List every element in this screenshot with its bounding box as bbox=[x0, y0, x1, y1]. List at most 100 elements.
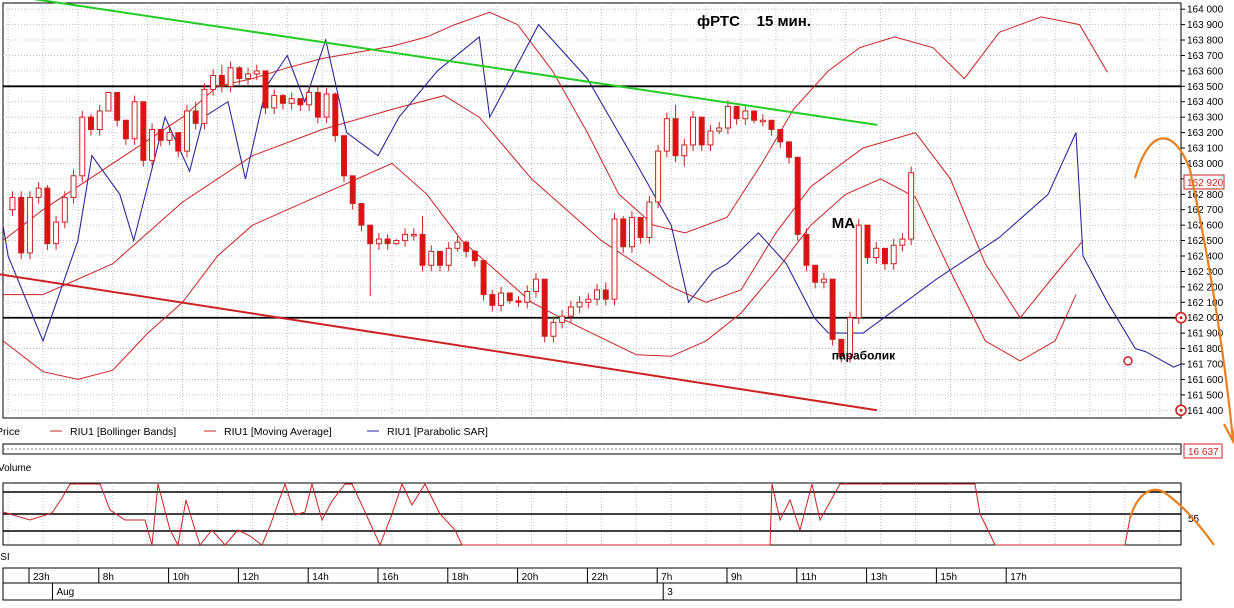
date-label: 3 bbox=[667, 587, 673, 598]
price-tick-label: 163 500 bbox=[1187, 82, 1224, 93]
candle bbox=[297, 98, 304, 111]
bollinger-upper-band bbox=[2, 11, 1108, 241]
candle bbox=[201, 83, 208, 130]
candle bbox=[9, 191, 16, 216]
candle bbox=[419, 215, 426, 272]
time-tick-label: 10h bbox=[173, 572, 190, 583]
candle bbox=[672, 104, 679, 162]
candle bbox=[803, 228, 810, 272]
candle bbox=[559, 310, 566, 329]
sar-marker bbox=[1123, 356, 1133, 366]
time-tick-label: 9h bbox=[731, 572, 742, 583]
candle bbox=[236, 66, 243, 85]
candle bbox=[864, 224, 871, 264]
legend-entry: RIU1 [Moving Average] bbox=[224, 426, 332, 438]
parabolic-annotation: параболик bbox=[832, 348, 896, 362]
candle bbox=[899, 232, 906, 252]
candle bbox=[690, 110, 697, 152]
candle bbox=[890, 239, 897, 270]
candle bbox=[279, 94, 286, 110]
chart-title: фРТС 15 мин. bbox=[697, 13, 811, 30]
candle bbox=[183, 104, 190, 158]
price-tick-label: 163 900 bbox=[1187, 20, 1224, 31]
price-tick-label: 162 400 bbox=[1187, 252, 1224, 263]
candle bbox=[149, 123, 156, 167]
forecast-arrow-rsi bbox=[1128, 488, 1215, 546]
rsi-label: RSI bbox=[0, 552, 10, 563]
resistance-trend-line bbox=[33, 0, 878, 126]
price-tick-label: 162 000 bbox=[1187, 313, 1224, 324]
time-tick-label: 14h bbox=[312, 572, 329, 583]
candle bbox=[454, 235, 461, 252]
price-tick-label: 163 000 bbox=[1187, 159, 1224, 170]
candle bbox=[44, 185, 51, 250]
candle bbox=[524, 285, 531, 309]
candle bbox=[18, 191, 25, 260]
ma-annotation: MA bbox=[832, 215, 855, 232]
candle bbox=[35, 181, 42, 204]
candle bbox=[908, 166, 915, 246]
candle bbox=[541, 278, 548, 343]
candle bbox=[349, 175, 356, 210]
price-tick-label: 162 800 bbox=[1187, 190, 1224, 201]
candle bbox=[585, 293, 592, 309]
candle bbox=[114, 91, 121, 127]
candle bbox=[384, 234, 391, 250]
candle bbox=[157, 129, 164, 147]
candle bbox=[314, 86, 321, 124]
candle bbox=[881, 247, 888, 270]
volume-value-box bbox=[1183, 443, 1223, 459]
candle bbox=[724, 100, 731, 135]
candle bbox=[751, 110, 758, 124]
price-tick-label: 164 000 bbox=[1187, 5, 1224, 16]
price-tick-label: 163 300 bbox=[1187, 113, 1224, 124]
candle bbox=[759, 114, 766, 127]
price-tick-label: 163 100 bbox=[1187, 144, 1224, 155]
candle bbox=[367, 224, 374, 297]
candle bbox=[506, 292, 513, 304]
candle bbox=[341, 135, 348, 182]
candle bbox=[873, 242, 880, 264]
price-tick-label: 162 100 bbox=[1187, 298, 1224, 309]
candle bbox=[489, 289, 496, 312]
candle bbox=[785, 141, 792, 164]
candle bbox=[271, 89, 278, 115]
candle bbox=[820, 272, 827, 289]
price-tick-label: 162 600 bbox=[1187, 221, 1224, 232]
time-tick-label: 16h bbox=[382, 572, 399, 583]
price-panel bbox=[2, 2, 1182, 419]
candle bbox=[218, 64, 225, 93]
candle bbox=[79, 110, 86, 182]
legend-entry: Price bbox=[0, 426, 20, 438]
current-price-label: 162 920 bbox=[1187, 178, 1224, 189]
support-trend-line bbox=[0, 273, 878, 412]
time-tick-label: 8h bbox=[103, 572, 114, 583]
candle bbox=[306, 86, 313, 111]
price-tick-label: 163 700 bbox=[1187, 51, 1224, 62]
time-tick-label: 7h bbox=[661, 572, 672, 583]
price-tick-label: 163 200 bbox=[1187, 128, 1224, 139]
candle bbox=[768, 119, 775, 136]
candle bbox=[428, 245, 435, 272]
candle bbox=[838, 338, 845, 363]
price-tick-label: 161 900 bbox=[1187, 329, 1224, 340]
candle bbox=[463, 240, 470, 258]
price-tick-label: 163 600 bbox=[1187, 66, 1224, 77]
candle bbox=[655, 144, 662, 209]
candle bbox=[550, 316, 557, 343]
time-tick-label: 20h bbox=[522, 572, 539, 583]
candle bbox=[515, 296, 522, 307]
candle bbox=[611, 212, 618, 306]
candle bbox=[733, 105, 740, 125]
candle bbox=[192, 101, 199, 130]
candle bbox=[646, 195, 653, 244]
candle bbox=[663, 112, 670, 158]
candle bbox=[175, 132, 182, 158]
candle bbox=[498, 286, 505, 312]
candle bbox=[742, 104, 749, 125]
forecast-arrowhead-main bbox=[1223, 423, 1234, 445]
candle bbox=[436, 250, 443, 272]
candle bbox=[61, 191, 68, 229]
